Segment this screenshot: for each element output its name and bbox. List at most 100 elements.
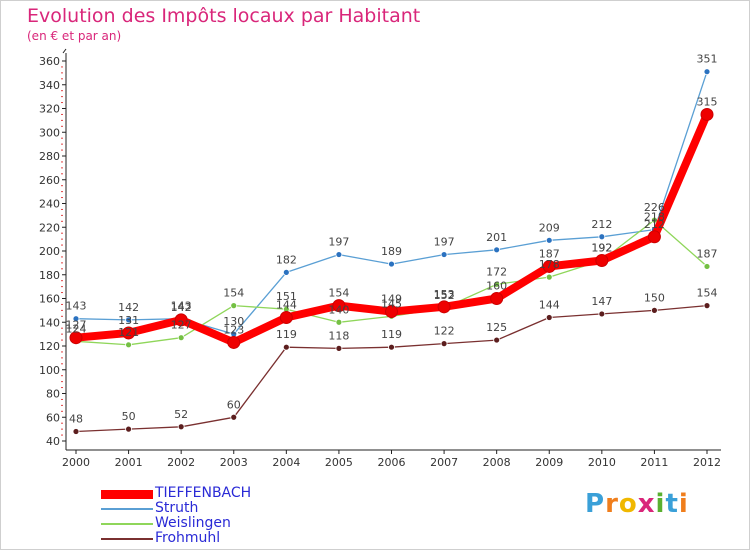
data-label-weislingen: 124	[66, 322, 87, 335]
y-tick-label: 360	[39, 55, 60, 68]
y-axis-arrow	[62, 48, 67, 54]
y-tick-label: 260	[39, 174, 60, 187]
data-label-weislingen: 172	[486, 265, 507, 278]
data-point-weislingen	[125, 341, 132, 349]
data-label-tieffenbach: 153	[434, 288, 455, 301]
data-label-frohmuhl: 150	[644, 291, 665, 304]
legend-swatch	[101, 538, 153, 540]
data-label-struth: 201	[486, 231, 507, 244]
logo-letter: P	[585, 489, 606, 519]
data-label-tieffenbach: 142	[171, 301, 192, 314]
y-tick-label: 40	[46, 435, 60, 448]
data-label-tieffenbach: 192	[591, 242, 612, 255]
x-tick-label: 2011	[640, 456, 668, 469]
data-point-weislingen	[177, 334, 185, 342]
data-point-tieffenbach	[122, 326, 136, 340]
y-tick-label: 280	[39, 150, 60, 163]
y-tick-label: 300	[39, 126, 60, 139]
data-label-struth: 143	[171, 300, 192, 313]
data-point-struth	[703, 68, 711, 76]
data-point-weislingen	[230, 302, 238, 310]
data-label-weislingen: 226	[644, 201, 665, 214]
data-point-tieffenbach	[332, 299, 346, 313]
data-label-weislingen: 152	[434, 289, 455, 302]
x-tick-label: 2006	[378, 456, 406, 469]
data-label-tieffenbach: 154	[328, 287, 349, 300]
data-point-frohmuhl	[282, 343, 290, 351]
data-label-weislingen: 192	[591, 242, 612, 255]
data-point-frohmuhl	[703, 302, 711, 310]
data-label-struth: 142	[118, 301, 139, 314]
data-point-weislingen	[703, 263, 711, 270]
x-tick-label: 2002	[167, 456, 195, 469]
data-point-frohmuhl	[545, 314, 553, 321]
data-label-struth: 197	[328, 236, 349, 249]
data-label-tieffenbach: 144	[276, 299, 297, 312]
x-tick-label: 2000	[62, 456, 90, 469]
logo-letter: t	[665, 489, 679, 519]
data-point-frohmuhl	[72, 428, 80, 435]
logo-letter: i	[678, 489, 689, 519]
data-point-struth	[598, 233, 606, 241]
data-point-tieffenbach	[385, 305, 398, 319]
data-label-frohmuhl: 147	[591, 295, 612, 308]
legend-label: TIEFFENBACH	[155, 485, 252, 501]
data-label-tieffenbach: 127	[66, 319, 87, 332]
data-label-weislingen: 154	[223, 287, 244, 300]
data-label-tieffenbach: 149	[381, 293, 402, 306]
x-tick-label: 2001	[115, 456, 143, 469]
x-tick-label: 2004	[272, 456, 300, 469]
data-label-struth: 351	[697, 53, 718, 66]
y-tick-label: 80	[46, 388, 60, 401]
data-point-frohmuhl	[230, 413, 238, 421]
y-tick-label: 200	[39, 245, 60, 258]
data-label-frohmuhl: 52	[174, 408, 188, 421]
data-point-frohmuhl	[440, 340, 448, 348]
data-label-weislingen: 140	[328, 303, 349, 316]
data-point-struth	[125, 316, 132, 324]
data-label-frohmuhl: 118	[328, 329, 349, 342]
x-tick-label: 2005	[325, 456, 353, 469]
data-label-frohmuhl: 144	[539, 299, 560, 312]
data-point-struth	[440, 251, 448, 258]
data-label-struth: 212	[591, 218, 612, 231]
data-label-weislingen: 127	[171, 319, 192, 332]
data-point-tieffenbach	[490, 292, 504, 305]
y-tick-label: 100	[39, 364, 60, 377]
y-tick-label: 160	[39, 293, 60, 306]
proxiti-logo: Proxiti	[585, 489, 689, 519]
data-label-struth: 182	[276, 253, 297, 266]
data-label-struth: 130	[223, 315, 244, 328]
data-point-frohmuhl	[388, 343, 395, 351]
legend-label: Frohmuhl	[155, 530, 221, 546]
legend-item-weislingen: Weislingen	[101, 515, 301, 532]
data-label-weislingen: 145	[381, 297, 402, 310]
legend-swatch	[101, 489, 153, 499]
data-label-struth: 143	[66, 300, 87, 313]
y-tick-label: 60	[46, 411, 60, 424]
data-point-frohmuhl	[125, 425, 132, 433]
y-tick-label: 320	[39, 103, 60, 116]
data-label-frohmuhl: 154	[697, 287, 718, 300]
y-tick-label: 220	[39, 221, 60, 234]
data-point-frohmuhl	[651, 306, 658, 314]
data-point-struth	[493, 246, 501, 254]
data-point-weislingen	[335, 318, 343, 326]
data-point-struth	[282, 268, 290, 276]
logo-letter: i	[655, 489, 666, 519]
data-point-tieffenbach	[595, 254, 609, 267]
data-label-frohmuhl: 119	[276, 328, 297, 341]
data-point-tieffenbach	[437, 300, 451, 314]
data-point-tieffenbach	[227, 335, 241, 349]
legend-label: Struth	[155, 500, 199, 516]
y-tick-label: 180	[39, 269, 60, 282]
y-tick-label: 140	[39, 316, 60, 329]
data-point-struth	[72, 315, 80, 323]
data-label-struth: 209	[539, 221, 560, 234]
data-label-struth: 197	[434, 236, 455, 249]
data-label-tieffenbach: 187	[539, 247, 560, 260]
data-label-tieffenbach: 315	[697, 95, 718, 108]
legend-swatch	[101, 508, 153, 510]
data-point-frohmuhl	[335, 344, 343, 352]
